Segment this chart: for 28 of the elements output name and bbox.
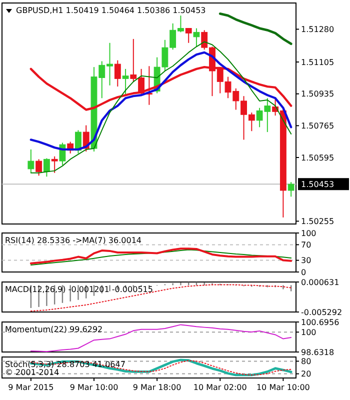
- x-tick-label: 9 Mar 2015: [8, 383, 54, 392]
- chart-title: RSI(14) 28.5336 ->MA(7) 36.0014: [5, 236, 142, 245]
- y-tick-label: 30: [301, 256, 312, 266]
- y-tick-label: -0.005292: [301, 308, 342, 317]
- y-tick-label: 20: [301, 370, 312, 379]
- y-tick-label: 80: [301, 357, 312, 366]
- y-tick-label: 70: [301, 240, 312, 250]
- y-tick-label: 100: [301, 328, 316, 337]
- ref-line-label: 1.50453: [301, 180, 334, 189]
- x-tick-label: 10 Mar 10:00: [256, 383, 310, 392]
- chart-title: Momentum(22) 99.6292: [5, 325, 103, 334]
- y-tick-label: 100.6956: [301, 318, 340, 327]
- y-tick-label: 0: [301, 268, 306, 277]
- x-tick-label: 10 Mar 02:00: [193, 383, 247, 392]
- y-tick-label: 1.51105: [301, 58, 334, 67]
- chart-title: GBPUSD,H1 1.50419 1.50464 1.50386 1.50453: [16, 6, 206, 15]
- y-tick-label: 98.6318: [301, 348, 334, 357]
- y-tick-label: 1.50255: [301, 216, 334, 226]
- annotation: © 2001-2014: [5, 368, 60, 377]
- x-tick-label: 9 Mar 18:00: [132, 383, 182, 392]
- x-tick-label: 9 Mar 10:00: [70, 383, 118, 392]
- y-tick-label: 1.50595: [301, 153, 334, 162]
- y-tick-label: 1.51280: [301, 25, 334, 34]
- y-tick-label: 100: [301, 228, 316, 238]
- y-tick-label: 1.50765: [301, 121, 334, 130]
- y-tick-label: 0.000631: [301, 278, 340, 287]
- chart-title: MACD(12,26,9) -0.001201 -0.000515: [5, 285, 153, 294]
- y-tick-label: 1.50935: [301, 90, 334, 99]
